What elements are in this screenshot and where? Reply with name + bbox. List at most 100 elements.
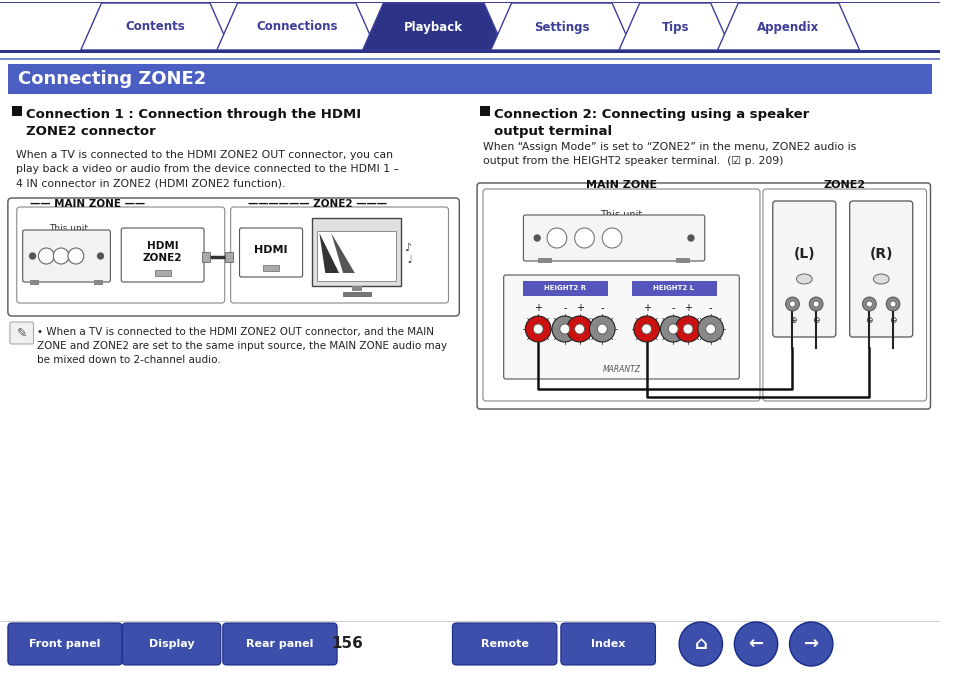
Circle shape	[641, 324, 651, 334]
Polygon shape	[618, 3, 731, 50]
Text: -: -	[671, 303, 675, 313]
Text: This unit: This unit	[50, 224, 89, 233]
Bar	[8, 64, 931, 94]
Text: ZONE2: ZONE2	[822, 180, 865, 190]
Text: This unit: This unit	[599, 210, 642, 220]
Bar	[317, 231, 395, 281]
FancyBboxPatch shape	[121, 228, 204, 282]
Bar	[631, 281, 715, 295]
Circle shape	[601, 228, 621, 248]
Text: ⌂: ⌂	[694, 635, 706, 653]
FancyBboxPatch shape	[231, 207, 448, 303]
Text: When a TV is connected to the HDMI ZONE2 OUT connector, you can
play back a vide: When a TV is connected to the HDMI ZONE2…	[16, 150, 398, 188]
Circle shape	[566, 316, 592, 342]
Text: ⊕: ⊕	[788, 316, 796, 325]
Text: +: +	[534, 303, 541, 313]
Circle shape	[589, 316, 615, 342]
Bar	[93, 280, 103, 285]
FancyBboxPatch shape	[10, 322, 33, 344]
Circle shape	[675, 316, 700, 342]
Circle shape	[68, 248, 84, 264]
FancyBboxPatch shape	[122, 623, 220, 665]
FancyBboxPatch shape	[482, 189, 760, 401]
FancyBboxPatch shape	[452, 623, 557, 665]
Bar	[343, 292, 370, 296]
Circle shape	[53, 248, 69, 264]
Circle shape	[659, 316, 685, 342]
Circle shape	[705, 324, 715, 334]
FancyBboxPatch shape	[503, 275, 739, 379]
Circle shape	[734, 622, 777, 666]
FancyBboxPatch shape	[8, 198, 458, 316]
Text: Remote: Remote	[480, 639, 528, 649]
Circle shape	[889, 301, 895, 307]
Text: +: +	[575, 303, 583, 313]
Bar	[11, 106, 22, 116]
Text: ⊖: ⊖	[888, 316, 896, 325]
Bar	[0, 50, 940, 53]
Text: Connections: Connections	[255, 20, 337, 34]
Circle shape	[525, 316, 551, 342]
FancyBboxPatch shape	[476, 183, 929, 409]
Text: Connecting ZONE2: Connecting ZONE2	[18, 70, 206, 88]
Text: When “Assign Mode” is set to “ZONE2” in the menu, ZONE2 audio is
output from the: When “Assign Mode” is set to “ZONE2” in …	[482, 142, 856, 166]
Circle shape	[668, 324, 678, 334]
Text: Display: Display	[149, 639, 194, 649]
Text: 156: 156	[331, 637, 362, 651]
Bar	[225, 252, 233, 262]
FancyBboxPatch shape	[239, 228, 302, 277]
Polygon shape	[216, 3, 376, 50]
Circle shape	[546, 228, 566, 248]
Bar	[30, 280, 39, 285]
Bar	[537, 258, 552, 263]
Text: Settings: Settings	[534, 20, 589, 34]
Text: Index: Index	[590, 639, 625, 649]
FancyBboxPatch shape	[772, 201, 835, 337]
Circle shape	[687, 235, 693, 241]
Bar	[676, 258, 689, 263]
Circle shape	[38, 248, 54, 264]
Circle shape	[885, 297, 899, 311]
Circle shape	[865, 301, 871, 307]
Circle shape	[784, 297, 799, 311]
Text: MARANTZ: MARANTZ	[602, 365, 639, 374]
Text: HDMI: HDMI	[254, 245, 288, 255]
Text: +: +	[683, 303, 691, 313]
Bar	[0, 58, 940, 60]
FancyBboxPatch shape	[560, 623, 655, 665]
Circle shape	[698, 316, 722, 342]
Circle shape	[679, 622, 721, 666]
Text: Playback: Playback	[404, 20, 463, 34]
Circle shape	[812, 301, 819, 307]
Text: ←: ←	[748, 635, 762, 653]
Circle shape	[97, 253, 103, 259]
Circle shape	[534, 235, 539, 241]
Bar	[479, 106, 490, 116]
Polygon shape	[81, 3, 231, 50]
Text: HEIGHT2 L: HEIGHT2 L	[653, 285, 694, 291]
FancyBboxPatch shape	[8, 623, 122, 665]
Bar	[352, 286, 361, 291]
Text: ⊕: ⊕	[864, 316, 872, 325]
Text: Rear panel: Rear panel	[246, 639, 314, 649]
Circle shape	[552, 316, 577, 342]
Text: →: →	[802, 635, 818, 653]
Text: -: -	[708, 303, 712, 313]
Ellipse shape	[872, 274, 888, 284]
Text: -: -	[599, 303, 603, 313]
Text: (R): (R)	[868, 247, 892, 261]
Text: Contents: Contents	[126, 20, 186, 34]
Text: Appendix: Appendix	[757, 20, 819, 34]
Bar	[0, 621, 940, 622]
Ellipse shape	[796, 274, 811, 284]
Bar	[313, 218, 401, 286]
FancyBboxPatch shape	[17, 207, 225, 303]
Circle shape	[559, 324, 569, 334]
Circle shape	[789, 622, 832, 666]
FancyBboxPatch shape	[223, 623, 336, 665]
Polygon shape	[331, 233, 355, 273]
Text: (L): (L)	[793, 247, 814, 261]
Text: -: -	[562, 303, 566, 313]
FancyBboxPatch shape	[523, 215, 704, 261]
FancyBboxPatch shape	[849, 201, 912, 337]
